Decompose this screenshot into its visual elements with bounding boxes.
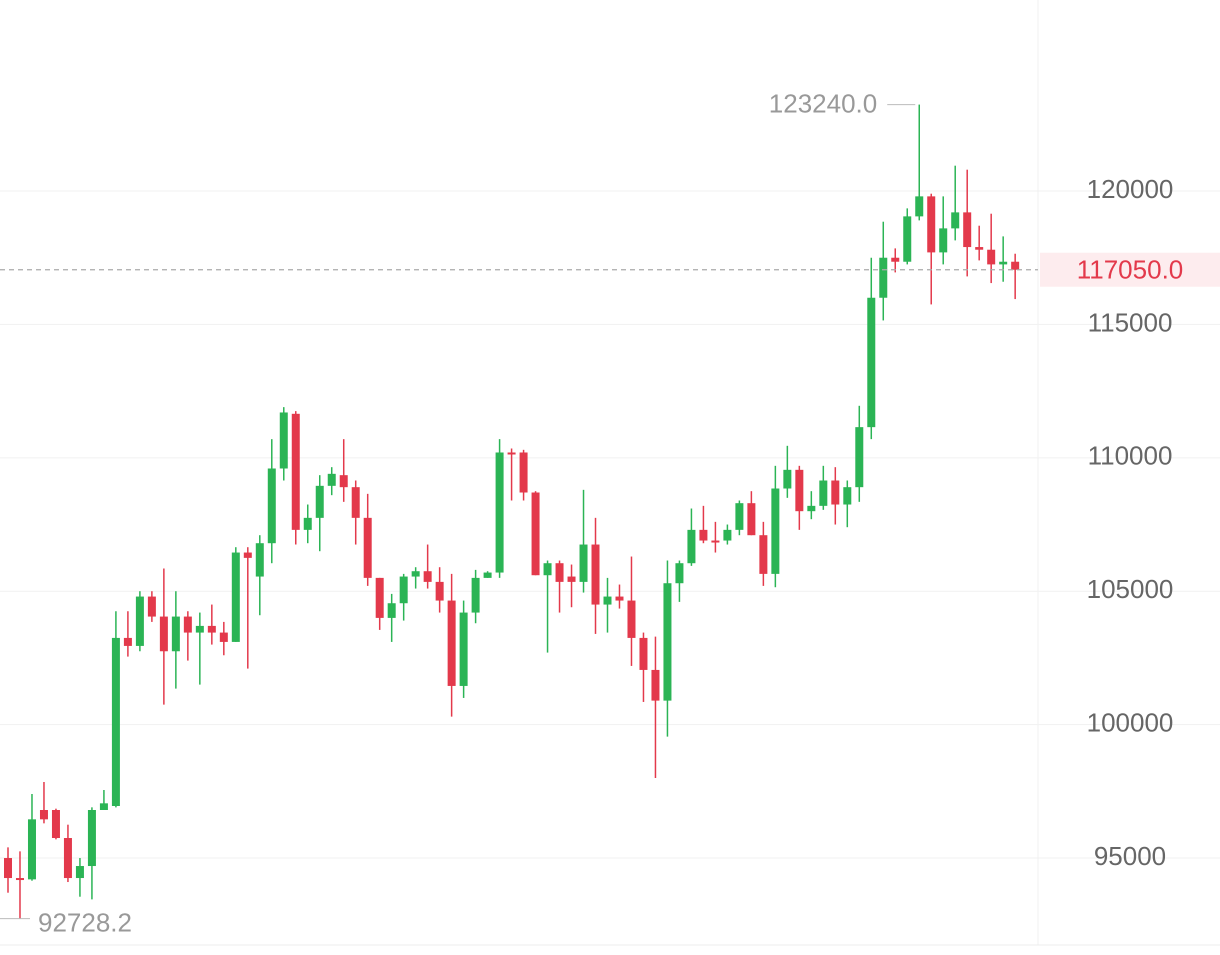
candle-body [27, 819, 36, 880]
candle-body [627, 600, 636, 638]
candle-body [531, 492, 540, 576]
y-tick-label: 120000 [1087, 174, 1174, 204]
candle-body [387, 603, 396, 618]
y-tick-label: 115000 [1088, 307, 1173, 337]
candle-body [867, 297, 876, 428]
candle-body [495, 452, 504, 573]
candle-body [171, 616, 180, 652]
candle-body [771, 488, 780, 574]
candle-body [411, 571, 420, 577]
candle-body [699, 529, 708, 541]
candle-body [447, 600, 456, 686]
candle-body [399, 576, 408, 604]
candle-body [1011, 261, 1020, 270]
candle-body [435, 581, 444, 601]
candle-body [255, 543, 264, 577]
candle-body [4, 858, 12, 879]
candle-body [567, 576, 576, 582]
candle-body [999, 261, 1008, 265]
candle-body [951, 212, 960, 229]
candle-body [471, 577, 480, 613]
candle-body [723, 529, 732, 541]
candle-body [291, 413, 300, 530]
candle-body [927, 196, 936, 253]
candle-body [759, 535, 768, 574]
candle-body [279, 412, 288, 469]
candle-body [903, 216, 912, 262]
candle-body [183, 616, 192, 633]
candle-body [663, 583, 672, 701]
y-tick-label: 100000 [1087, 707, 1174, 737]
last-price-label: 117050.0 [1077, 255, 1184, 285]
candle-body [615, 596, 624, 601]
candle-body [579, 544, 588, 582]
min-marker-label: 92728.2 [38, 908, 132, 938]
candle-body [231, 552, 240, 642]
max-marker-label: 123240.0 [769, 88, 877, 118]
candle-body [339, 475, 348, 488]
candle-body [591, 544, 600, 605]
candle-body [519, 452, 528, 493]
candle-body [63, 838, 72, 879]
candle-body [147, 596, 156, 617]
candle-body [15, 878, 24, 881]
candle-body [327, 473, 336, 486]
candle-body [855, 427, 864, 488]
candle-body [483, 572, 492, 578]
candle-body [159, 616, 168, 652]
last-price-badge [1040, 252, 1220, 287]
candle-body [747, 503, 756, 536]
y-tick-label: 95000 [1094, 841, 1166, 871]
candle-body [363, 517, 372, 578]
candle-body [39, 810, 48, 820]
candle-body [51, 810, 60, 839]
candle-body [711, 540, 720, 543]
candle-body [735, 503, 744, 530]
candle-body [207, 625, 216, 633]
candle-body [195, 625, 204, 633]
candle-body [555, 563, 564, 582]
candle-body [675, 563, 684, 584]
candle-body [123, 637, 132, 646]
candle-body [807, 505, 816, 512]
candle-body [651, 669, 660, 701]
candle-body [939, 228, 948, 253]
candle-body [219, 632, 228, 642]
y-tick-label: 110000 [1088, 441, 1173, 471]
candle-body [603, 596, 612, 605]
candle-body [459, 612, 468, 686]
candle-body [987, 249, 996, 265]
candle-body [75, 866, 84, 879]
candle-body [135, 596, 144, 646]
candle-body [879, 257, 888, 298]
candle-body [819, 480, 828, 506]
candle-body [351, 487, 360, 518]
candle-body [423, 571, 432, 582]
candle-body [783, 469, 792, 489]
candle-body [267, 468, 276, 544]
candle-body [243, 552, 252, 558]
candle-body [975, 247, 984, 250]
candle-body [963, 212, 972, 248]
candle-body [915, 196, 924, 217]
candle-body [639, 637, 648, 670]
y-tick-label: 105000 [1087, 574, 1174, 604]
candle-body [303, 517, 312, 530]
candle-body [831, 480, 840, 505]
candle-body [507, 452, 516, 455]
candle-body [315, 485, 324, 518]
candle-body [687, 529, 696, 564]
candle-body [375, 577, 384, 618]
candle-body [543, 563, 552, 576]
candle-body [891, 257, 900, 262]
candle-body [99, 803, 108, 810]
candle-body [843, 487, 852, 505]
candle-body [795, 469, 804, 512]
candle-body [87, 810, 96, 867]
candle-body [111, 637, 120, 806]
